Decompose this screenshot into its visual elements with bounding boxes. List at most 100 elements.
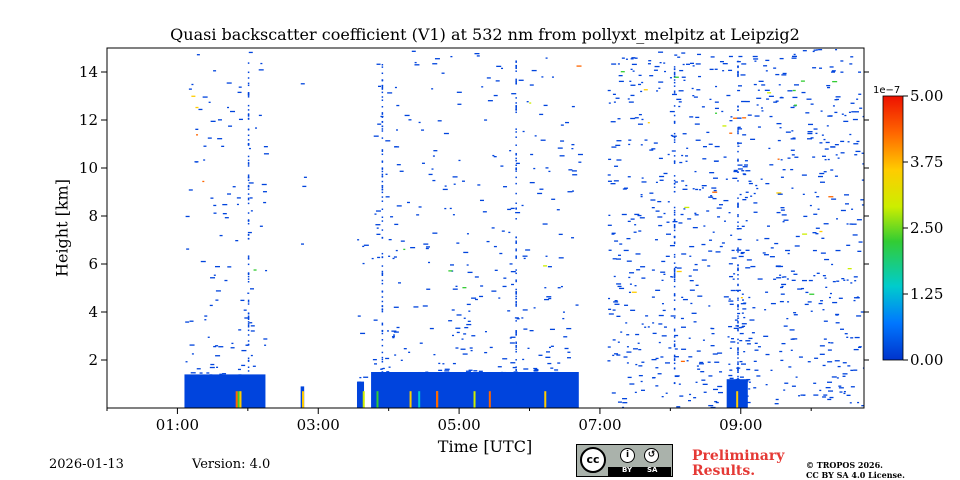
profile-streak bbox=[673, 186, 676, 188]
speckle bbox=[708, 305, 711, 307]
speckle bbox=[851, 111, 856, 113]
speckle bbox=[652, 322, 655, 324]
speckle bbox=[819, 389, 822, 392]
speckle bbox=[557, 287, 561, 289]
speckle bbox=[607, 346, 611, 348]
speckle bbox=[466, 303, 471, 306]
speckle bbox=[680, 213, 684, 216]
speckle bbox=[189, 320, 194, 322]
speckle bbox=[730, 289, 736, 292]
profile-streak bbox=[737, 248, 739, 251]
speckle bbox=[377, 256, 381, 259]
speckle bbox=[815, 227, 820, 229]
speckle bbox=[760, 178, 763, 180]
speckle bbox=[531, 69, 537, 72]
speckle bbox=[655, 385, 659, 387]
colorbar-tick-label-0: 0.00 bbox=[910, 351, 943, 369]
speckle bbox=[782, 169, 786, 171]
profile-streak bbox=[737, 329, 739, 332]
speckle bbox=[617, 254, 621, 256]
speckle bbox=[835, 96, 841, 98]
speckle bbox=[374, 213, 377, 215]
speckle bbox=[221, 145, 225, 148]
profile-streak bbox=[247, 94, 250, 96]
profile-streak bbox=[737, 247, 739, 249]
profile-streak bbox=[381, 274, 384, 277]
cc-license-badge: cc i ↺ BY SA bbox=[576, 444, 673, 477]
speckle bbox=[850, 282, 853, 284]
speckle bbox=[548, 346, 551, 349]
speckle bbox=[746, 343, 751, 345]
profile-streak bbox=[515, 78, 517, 81]
speckle bbox=[526, 101, 529, 103]
speckle bbox=[508, 231, 511, 234]
speckle bbox=[471, 335, 476, 337]
speckle bbox=[826, 86, 830, 89]
profile-streak bbox=[673, 356, 676, 358]
speckle bbox=[630, 94, 635, 97]
profile-streak bbox=[247, 366, 250, 369]
profile-streak bbox=[381, 186, 384, 189]
profile-streak bbox=[381, 113, 384, 115]
profile-streak bbox=[381, 308, 384, 310]
speckle bbox=[191, 95, 196, 97]
speckle bbox=[396, 164, 401, 166]
speckle bbox=[388, 255, 391, 257]
speckle bbox=[701, 379, 706, 381]
speckle bbox=[185, 215, 190, 218]
speckle bbox=[681, 348, 687, 350]
speckle bbox=[844, 203, 849, 205]
speckle bbox=[444, 370, 450, 372]
profile-streak bbox=[515, 159, 517, 162]
profile-streak bbox=[737, 315, 739, 317]
speckle bbox=[770, 369, 773, 371]
speckle bbox=[627, 376, 632, 379]
speckle bbox=[441, 72, 445, 74]
strong-signal-0-1 bbox=[235, 391, 238, 408]
speckle bbox=[618, 80, 624, 83]
speckle bbox=[741, 63, 747, 65]
colorbar-tick-label-1: 1.25 bbox=[910, 285, 943, 303]
profile-streak bbox=[673, 79, 676, 81]
speckle bbox=[670, 134, 673, 137]
profile-streak bbox=[673, 229, 676, 232]
speckle bbox=[832, 80, 838, 83]
colorbar-exponent: 1e−7 bbox=[873, 85, 900, 96]
profile-streak bbox=[247, 162, 250, 164]
speckle bbox=[621, 57, 625, 59]
speckle bbox=[713, 189, 717, 192]
speckle bbox=[751, 332, 755, 334]
profile-streak bbox=[515, 176, 517, 179]
profile-streak bbox=[381, 128, 384, 130]
speckle bbox=[622, 406, 625, 408]
speckle bbox=[418, 371, 424, 374]
speckle bbox=[858, 71, 862, 73]
speckle bbox=[725, 178, 728, 180]
speckle bbox=[813, 394, 819, 396]
profile-streak bbox=[515, 70, 517, 72]
speckle bbox=[692, 269, 698, 271]
speckle bbox=[807, 361, 811, 363]
speckle bbox=[658, 51, 664, 53]
profile-streak bbox=[381, 236, 384, 239]
speckle bbox=[682, 298, 688, 301]
speckle bbox=[663, 212, 666, 215]
profile-streak bbox=[737, 361, 739, 363]
speckle bbox=[819, 142, 823, 144]
preliminary-line1: Preliminary bbox=[692, 448, 785, 464]
speckle bbox=[263, 146, 268, 148]
speckle bbox=[641, 81, 644, 84]
profile-streak bbox=[737, 105, 739, 108]
speckle bbox=[689, 255, 692, 257]
profile-streak bbox=[515, 344, 517, 347]
speckle bbox=[837, 157, 840, 159]
profile-streak bbox=[381, 380, 384, 383]
speckle bbox=[787, 157, 791, 159]
profile-streak bbox=[515, 346, 517, 348]
speckle bbox=[686, 360, 689, 362]
speckle bbox=[801, 91, 806, 94]
speckle bbox=[750, 138, 756, 140]
speckle bbox=[846, 394, 851, 396]
speckle bbox=[232, 186, 236, 188]
profile-streak bbox=[673, 270, 676, 273]
